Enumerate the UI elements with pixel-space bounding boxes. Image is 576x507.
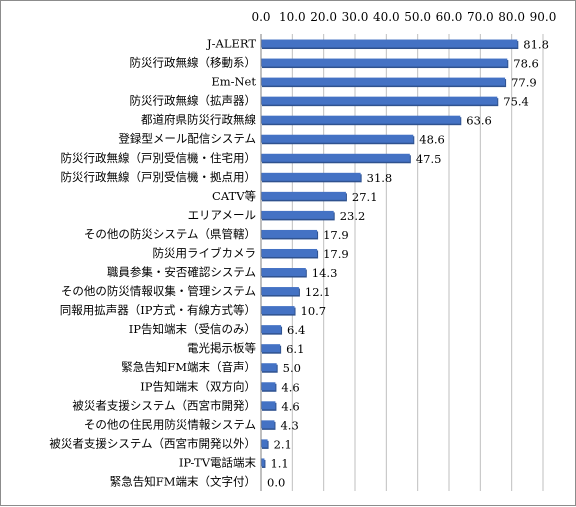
bar	[261, 210, 334, 219]
value-label: 47.5	[416, 152, 442, 166]
value-label: 75.4	[503, 95, 529, 109]
category-label: IP告知端末（双方向）	[140, 379, 256, 393]
bar	[261, 172, 361, 181]
bar	[261, 229, 318, 238]
bar	[261, 344, 281, 353]
x-tick-label: 0.0	[251, 10, 270, 24]
value-label: 0.0	[267, 475, 285, 489]
value-label: 48.6	[419, 133, 445, 147]
category-label: J-ALERT	[206, 37, 256, 51]
bar	[261, 191, 346, 200]
bar	[261, 420, 275, 429]
category-label: 緊急告知FM端末（音声）	[121, 360, 256, 374]
bar	[261, 382, 276, 391]
value-label: 17.9	[323, 247, 349, 261]
category-label: 職員参集・安否確認システム	[107, 265, 256, 279]
bar	[261, 268, 306, 277]
value-label: 5.0	[283, 361, 301, 375]
bar	[261, 39, 518, 48]
value-label: 4.6	[281, 380, 299, 394]
bar	[261, 134, 414, 143]
value-label: 23.2	[340, 209, 366, 223]
category-label: 緊急告知FM端末（文字付）	[110, 474, 256, 488]
value-label: 2.1	[274, 437, 292, 451]
value-label: 4.6	[281, 399, 299, 413]
category-label: 同報用拡声器（IP方式・有線方式等）	[60, 303, 256, 317]
x-tick-label: 60.0	[436, 10, 463, 24]
x-tick-label: 90.0	[530, 10, 557, 24]
category-label: 登録型メール配信システム	[118, 132, 256, 146]
category-label: 防災行政無線（戸別受信機・住宅用）	[61, 151, 257, 165]
category-label: 防災用ライブカメラ	[153, 246, 257, 260]
value-label: 78.6	[513, 57, 539, 71]
category-label: その他の防災情報収集・管理システム	[61, 284, 256, 298]
value-label: 12.1	[305, 285, 331, 299]
category-label: 都道府県防災行政無線	[141, 113, 256, 127]
value-label: 27.1	[352, 190, 378, 204]
bar	[261, 58, 508, 67]
category-label: エリアメール	[188, 208, 256, 222]
category-label: IP-TV電話端末	[179, 455, 257, 469]
x-tick-label: 10.0	[279, 10, 306, 24]
value-label: 77.9	[511, 76, 537, 90]
bar	[261, 287, 299, 296]
bar	[261, 458, 265, 467]
category-label: 防災行政無線（戸別受信機・拠点用）	[61, 170, 257, 184]
bar	[261, 439, 268, 448]
bar	[261, 401, 276, 410]
value-label: 63.6	[466, 114, 492, 128]
category-label: 被災者支援システム（西宮市開発）	[72, 398, 256, 412]
category-label: 電光掲示板等	[187, 341, 256, 355]
category-label: 防災行政無線（移動系）	[130, 56, 257, 70]
category-label: その他の防災システム（県管轄）	[84, 227, 256, 241]
x-tick-label: 40.0	[373, 10, 400, 24]
x-tick-label: 20.0	[310, 10, 337, 24]
value-label: 17.9	[323, 228, 349, 242]
category-labels: J-ALERT 防災行政無線（移動系） Em-Net 防災行政無線（拡声器） 都道府県防…	[49, 37, 256, 489]
value-labels: 81.8 78.6 77.9 75.4 63.6 48.6 47.5 31.8 27.1 23.2…	[267, 38, 549, 490]
value-label: 81.8	[523, 38, 549, 52]
value-label: 31.8	[367, 171, 393, 185]
category-label: 防災行政無線（拡声器）	[130, 94, 257, 108]
bar	[261, 153, 410, 162]
value-label: 10.7	[301, 304, 327, 318]
bar	[261, 306, 295, 315]
value-label: 6.1	[286, 342, 304, 356]
x-axis-ticks: 0.0 10.0 20.0 30.0 40.0 50.0 60.0 70.0 80.0 90.0	[251, 10, 556, 24]
bars	[261, 39, 519, 468]
value-label: 1.1	[270, 456, 288, 470]
bar	[261, 77, 506, 86]
x-tick-label: 50.0	[404, 10, 431, 24]
bar	[261, 248, 318, 257]
category-label: 被災者支援システム（西宮市開発以外）	[49, 436, 256, 450]
value-label: 6.4	[287, 323, 305, 337]
bar	[261, 115, 461, 124]
category-label: その他の住民用防災情報システム	[84, 417, 256, 431]
bar	[261, 325, 282, 334]
x-tick-label: 70.0	[467, 10, 494, 24]
category-label: CATV等	[212, 189, 256, 203]
value-label: 4.3	[280, 418, 298, 432]
gridlines	[291, 34, 544, 491]
value-label: 14.3	[312, 266, 338, 280]
bar	[261, 96, 498, 105]
x-tick-label: 30.0	[342, 10, 369, 24]
category-label: IP告知端末（受信のみ）	[129, 322, 256, 336]
bar	[261, 363, 277, 372]
category-label: Em-Net	[211, 75, 256, 89]
x-tick-label: 80.0	[498, 10, 525, 24]
